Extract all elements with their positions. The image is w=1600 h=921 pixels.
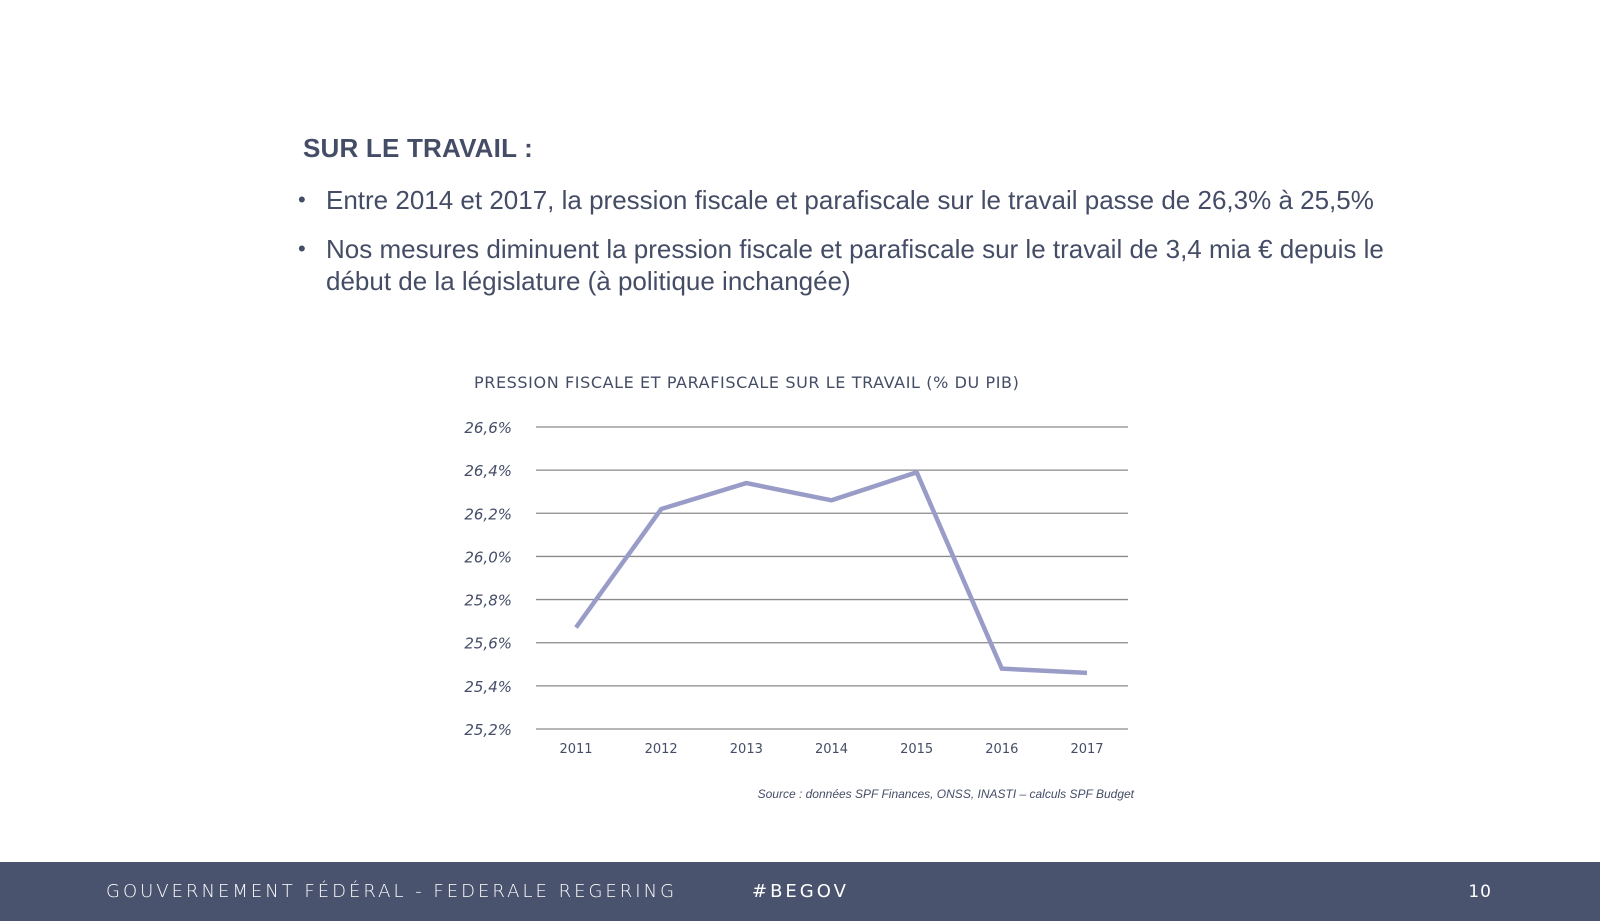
footer-bar: GOUVERNEMENT FÉDÉRAL - FEDERALE REGERING… xyxy=(0,862,1600,921)
x-tick-label: 2014 xyxy=(815,742,848,757)
y-tick-label: 25,8% xyxy=(464,592,512,610)
y-tick-label: 25,6% xyxy=(464,635,512,653)
y-tick-label: 26,4% xyxy=(464,462,512,480)
x-tick-label: 2011 xyxy=(559,742,592,757)
chart-source: Source : données SPF Finances, ONSS, INA… xyxy=(757,787,1134,801)
bullet-dot: • xyxy=(298,187,306,212)
bullet-text: Entre 2014 et 2017, la pression fiscale … xyxy=(326,185,1374,215)
y-tick-label: 26,0% xyxy=(464,548,512,566)
footer-government-label: GOUVERNEMENT FÉDÉRAL - FEDERALE REGERING xyxy=(106,881,678,902)
line-chart: 26,6% 26,4% 26,2% 26,0% 25,8% 25,6% 25,4% 25,2%… xyxy=(464,419,1128,757)
bullet-list: • Entre 2014 et 2017, la pression fiscal… xyxy=(296,184,1436,314)
slide-heading: SUR LE TRAVAIL : xyxy=(303,133,533,163)
x-tick-label: 2015 xyxy=(900,742,933,757)
chart-title: PRESSION FISCALE ET PARAFISCALE SUR LE T… xyxy=(474,373,1020,392)
bullet-text: Nos mesures diminuent la pression fiscal… xyxy=(326,234,1384,296)
x-tick-label: 2013 xyxy=(730,742,763,757)
bullet-item: • Nos mesures diminuent la pression fisc… xyxy=(296,233,1436,297)
y-tick-label: 25,2% xyxy=(464,721,512,739)
x-tick-label: 2016 xyxy=(985,742,1018,757)
chart-container: PRESSION FISCALE ET PARAFISCALE SUR LE T… xyxy=(460,365,1160,805)
x-tick-label: 2012 xyxy=(645,742,678,757)
y-tick-label: 26,2% xyxy=(464,505,512,523)
page-number: 10 xyxy=(1468,882,1492,902)
bullet-item: • Entre 2014 et 2017, la pression fiscal… xyxy=(296,184,1436,216)
x-tick-label: 2017 xyxy=(1070,742,1103,757)
footer-hashtag: #BEGOV xyxy=(752,881,849,902)
y-tick-label: 26,6% xyxy=(464,419,512,437)
y-tick-label: 25,4% xyxy=(464,678,512,696)
bullet-dot: • xyxy=(298,236,306,261)
